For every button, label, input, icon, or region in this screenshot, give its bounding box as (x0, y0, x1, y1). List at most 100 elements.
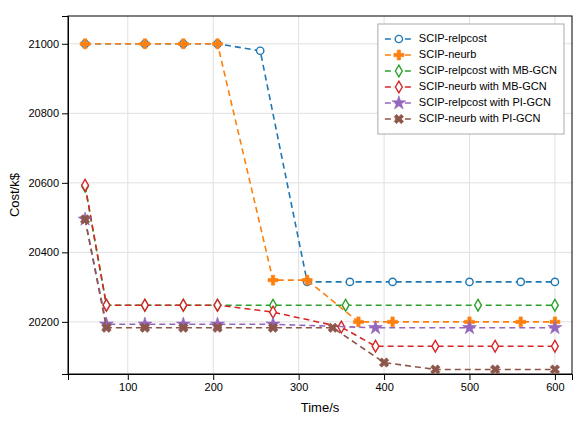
grid (68, 16, 572, 374)
legend-marker (395, 35, 402, 42)
point (463, 320, 477, 333)
legend-label: SCIP-neurb with PI-GCN (419, 112, 541, 124)
tick: 500 (461, 374, 479, 393)
tick-label: 500 (461, 381, 479, 393)
legend-label: SCIP-relpcost with PI-GCN (419, 96, 551, 108)
point (551, 278, 558, 285)
point (428, 362, 442, 374)
tick-label: 100 (119, 381, 137, 393)
point (180, 299, 187, 311)
point (372, 340, 379, 352)
legend-item: SCIP-neurb with PI-GCN (385, 112, 541, 126)
point (176, 321, 190, 335)
legend-label: SCIP-relpcost (419, 32, 487, 44)
point (377, 355, 391, 369)
legend-marker (395, 81, 402, 93)
tick: 20800 (28, 107, 68, 119)
tick-label: 600 (546, 381, 564, 393)
point (214, 299, 221, 311)
grid-line (68, 252, 572, 253)
tick: 20200 (28, 316, 68, 328)
series (80, 39, 560, 327)
legend-label: SCIP-neurb with MB-GCN (419, 80, 547, 92)
tick-label: 300 (290, 381, 308, 393)
axis-line (62, 17, 69, 375)
y-axis: 20200 20400 20600 20800 21000 (28, 17, 68, 375)
point (342, 299, 349, 311)
point (78, 212, 92, 226)
tick-mark (213, 374, 214, 380)
legend-item: SCIP-relpcost (385, 32, 487, 44)
point (141, 299, 148, 311)
tick-mark (555, 374, 556, 380)
series (82, 180, 559, 311)
point (214, 299, 221, 311)
legend-item: SCIP-relpcost with PI-GCN (385, 96, 551, 109)
point (548, 320, 562, 333)
legend-label: SCIP-neurb (419, 48, 476, 60)
tick-label: 20400 (28, 246, 59, 258)
grid-line (127, 16, 128, 374)
tick-mark (128, 374, 129, 380)
series-line (85, 44, 555, 282)
series (78, 212, 562, 334)
tick: 20400 (28, 246, 68, 258)
y-axis-title: Cost/k$ (7, 172, 22, 217)
point (552, 299, 559, 311)
point (492, 340, 499, 352)
point (80, 39, 90, 49)
point (140, 39, 150, 49)
tick: 100 (119, 374, 137, 393)
tick-label: 21000 (28, 38, 59, 50)
point (99, 321, 113, 335)
x-axis: 100 200 300 400 500 600 (69, 374, 573, 393)
series-line (85, 219, 555, 369)
point (268, 275, 278, 285)
legend-item: SCIP-relpcost with MB-GCN (385, 64, 557, 77)
series-group (78, 39, 562, 374)
tick-label: 20600 (28, 177, 59, 189)
series-line (85, 44, 555, 322)
tick: 300 (290, 374, 308, 393)
legend-box (378, 24, 564, 134)
axis-line (69, 375, 573, 381)
grid-line (213, 16, 214, 374)
point (388, 317, 398, 327)
point (141, 299, 148, 311)
grid-line (298, 16, 299, 374)
series-line (85, 185, 555, 346)
point (488, 362, 502, 374)
legend-marker (392, 96, 406, 109)
series-line (85, 219, 555, 327)
point (552, 340, 559, 352)
point (346, 278, 353, 285)
point (210, 321, 224, 335)
legend-marker (395, 65, 402, 77)
tick-mark (62, 322, 68, 323)
tick-label: 200 (205, 381, 223, 393)
plot-frame (68, 16, 572, 374)
tick-label: 400 (375, 381, 393, 393)
point (516, 317, 526, 327)
point (466, 278, 473, 285)
tick: 20600 (28, 177, 68, 189)
legend-item: SCIP-neurb (385, 48, 476, 60)
chart: 100 200 300 400 500 600 20200 20400 20600 20800 21… (0, 0, 588, 424)
tick: 21000 (28, 38, 68, 50)
series-line (85, 186, 555, 305)
point (257, 47, 264, 54)
point (517, 278, 524, 285)
legend-marker (392, 112, 406, 126)
tick-label: 20200 (28, 316, 59, 328)
point (178, 39, 188, 49)
legend-item: SCIP-neurb with MB-GCN (385, 80, 547, 93)
point (266, 321, 280, 335)
legend-marker (394, 50, 404, 60)
point (180, 299, 187, 311)
tick-mark (62, 183, 68, 184)
point (82, 179, 89, 191)
point (389, 278, 396, 285)
series (78, 212, 562, 374)
plot: 100 200 300 400 500 600 20200 20400 20600 20800 21… (28, 16, 572, 393)
point (326, 321, 340, 335)
